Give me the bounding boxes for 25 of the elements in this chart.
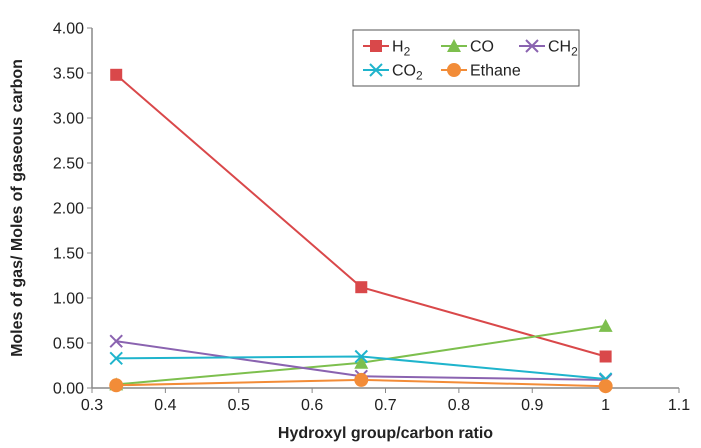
y-axis-title: Moles of gas/ Moles of gaseous carbon [9, 59, 26, 357]
x-tick-label: 0.6 [301, 397, 324, 414]
legend-label: Ethane [470, 62, 521, 80]
x-tick-label: 0.5 [228, 397, 250, 414]
y-tick-label: 1.00 [52, 290, 84, 308]
x-tick-label: 0.4 [154, 397, 177, 414]
y-tick-label: 0.00 [52, 380, 84, 398]
x-axis-title: Hydroxyl group/carbon ratio [278, 425, 494, 442]
y-tick-label: 4.00 [52, 20, 84, 38]
y-tick-label: 1.50 [52, 246, 84, 263]
legend-label: H$_{2}$ [392, 38, 411, 58]
x-tick-label: 0.7 [374, 397, 397, 414]
legend-label: CO [470, 38, 494, 56]
x-tick-label: 0.9 [521, 397, 544, 414]
y-tick-label: 0.50 [52, 336, 84, 353]
legend-label: CH$_{2}$ [548, 38, 578, 58]
y-tick-label: 3.50 [52, 66, 84, 83]
y-tick-label: 2.50 [52, 156, 84, 173]
y-tick-label: 3.00 [52, 110, 84, 128]
y-tick-label: 2.00 [52, 200, 84, 218]
legend-label: CO$_{2}$ [392, 62, 423, 82]
x-tick-label: 0.8 [448, 397, 470, 414]
x-tick-label: 1.1 [668, 397, 690, 414]
x-tick-label: 1 [601, 397, 610, 414]
x-tick-label: 0.3 [80, 397, 104, 414]
